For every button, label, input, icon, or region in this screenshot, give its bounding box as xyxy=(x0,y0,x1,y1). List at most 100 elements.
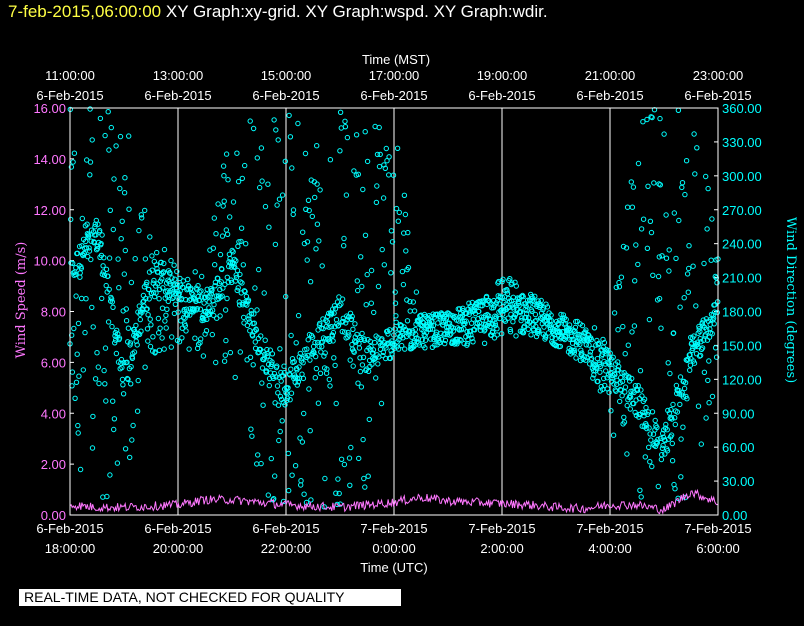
wdir-point xyxy=(704,326,710,332)
wdir-point xyxy=(611,310,618,316)
wdir-point xyxy=(641,396,648,402)
left-tick-label: 10.00 xyxy=(33,254,66,269)
wdir-point xyxy=(387,355,394,362)
wdir-point xyxy=(624,204,631,210)
wdir-point xyxy=(248,311,255,317)
wdir-point xyxy=(277,346,283,352)
wdir-point xyxy=(516,303,522,309)
wdir-point xyxy=(372,339,378,346)
wdir-point xyxy=(122,175,128,181)
wdir-point xyxy=(145,312,151,318)
wdir-point xyxy=(509,280,515,286)
wdir-point xyxy=(81,250,88,257)
wdir-point xyxy=(292,463,299,469)
wdir-point xyxy=(265,181,271,187)
wdir-point xyxy=(121,359,127,366)
wdir-point xyxy=(199,273,205,280)
wdir-point xyxy=(76,243,83,250)
wdir-point xyxy=(71,150,78,156)
wdir-point xyxy=(324,319,330,325)
right-tick-label: 270.00 xyxy=(722,203,762,218)
wdir-point xyxy=(701,260,707,267)
wdir-point xyxy=(687,367,693,373)
wdir-point xyxy=(505,315,511,321)
wdir-point xyxy=(395,346,402,352)
wdir-point xyxy=(389,338,395,344)
wdir-point xyxy=(612,372,618,378)
wdir-point xyxy=(348,316,355,323)
wdir-point xyxy=(138,328,144,334)
wdir-point xyxy=(255,452,261,458)
wdir-point xyxy=(109,323,115,330)
wdir-point xyxy=(94,350,100,356)
wdir-point xyxy=(368,267,375,274)
wdir-point xyxy=(223,227,230,233)
right-tick-label: 240.00 xyxy=(722,237,762,252)
wdir-point xyxy=(492,320,498,327)
wdir-point xyxy=(184,311,190,317)
wdir-point xyxy=(645,411,651,418)
wdir-point xyxy=(320,316,326,322)
wdir-point xyxy=(250,362,256,368)
wdir-point xyxy=(127,340,134,346)
wdir-point xyxy=(302,150,309,157)
wdir-point xyxy=(287,397,293,403)
wdir-point xyxy=(307,357,313,363)
wdir-point xyxy=(72,271,79,278)
wdir-point xyxy=(336,302,343,309)
wdir-point xyxy=(563,316,569,323)
wdir-point xyxy=(420,319,426,325)
wdir-point xyxy=(481,340,488,346)
wdir-point xyxy=(274,363,280,369)
wdir-point xyxy=(242,162,248,169)
wdir-point xyxy=(369,361,375,367)
wdir-point xyxy=(119,218,125,225)
wdir-point xyxy=(76,373,82,379)
wdir-point xyxy=(619,370,625,376)
wdir-point xyxy=(595,378,601,385)
wind-direction-series xyxy=(67,106,721,510)
wdir-point xyxy=(383,145,389,152)
wdir-point xyxy=(644,116,650,123)
bottom-tick-time: 4:00:00 xyxy=(588,541,631,556)
wdir-point xyxy=(403,248,409,254)
wdir-point xyxy=(277,428,283,435)
wdir-point xyxy=(146,296,152,302)
wdir-point xyxy=(86,233,92,239)
wdir-point xyxy=(235,285,241,291)
wdir-point xyxy=(646,444,652,450)
wdir-point xyxy=(611,381,617,387)
wdir-point xyxy=(669,458,676,464)
wdir-point xyxy=(462,321,468,327)
wdir-point xyxy=(507,276,513,282)
wdir-point xyxy=(262,337,268,343)
wdir-point xyxy=(494,326,500,332)
wdir-point xyxy=(156,330,162,336)
wind-speed-series xyxy=(69,488,719,515)
wdir-point xyxy=(217,251,224,258)
wdir-point xyxy=(281,363,287,369)
left-tick-label: 14.00 xyxy=(33,152,66,167)
wdir-point xyxy=(237,271,243,278)
top-tick-date: 6-Feb-2015 xyxy=(252,88,319,103)
wdir-point xyxy=(686,265,692,272)
wdir-point xyxy=(275,137,281,143)
wdir-point xyxy=(335,476,341,482)
wdir-point xyxy=(492,322,499,329)
wdir-point xyxy=(586,342,592,348)
wdir-point xyxy=(92,376,99,382)
wdir-point xyxy=(332,362,338,369)
wdir-point xyxy=(298,482,304,488)
wdir-point xyxy=(158,259,164,265)
wdir-point xyxy=(103,266,110,272)
wdir-point xyxy=(610,354,616,360)
wdir-point xyxy=(351,168,357,174)
wdir-point xyxy=(443,315,450,322)
wdir-point xyxy=(295,120,301,127)
wdir-point xyxy=(192,269,198,275)
wdir-point xyxy=(598,383,604,390)
wdir-point xyxy=(697,328,703,335)
wdir-point xyxy=(155,315,162,322)
wdir-point xyxy=(122,247,129,254)
bottom-tick-date: 7-Feb-2015 xyxy=(576,521,643,536)
